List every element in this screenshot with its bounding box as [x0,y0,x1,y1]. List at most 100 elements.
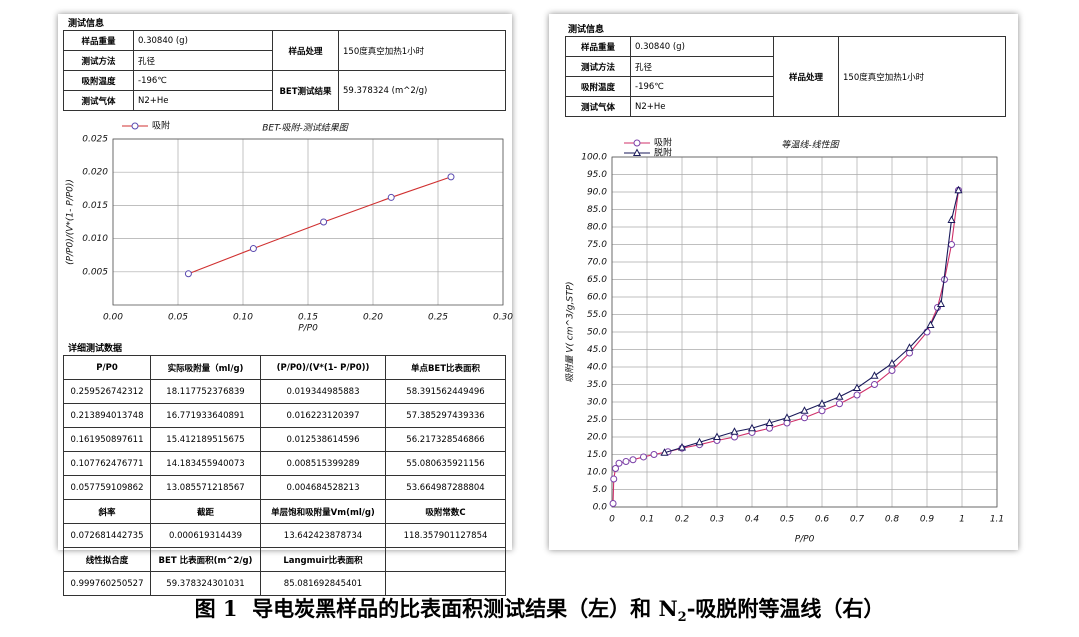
value: -196℃ [630,76,774,97]
chart-title: BET-吸附-测试结果图 [262,123,350,134]
marker [947,215,956,223]
section-title: 详细测试数据 [68,344,123,354]
y-tick-label: 60.0 [587,293,607,303]
label: 吸附温度 [63,70,134,91]
table-row: 0.057759109862 13.085571218567 0.004684528… [63,475,506,500]
table-cell: 14.183455940073 [150,451,261,476]
label: 样品重量 [63,30,134,51]
value: 孔径 [630,56,774,77]
legend-label: 吸附 [152,120,170,132]
y-tick-label: 15.0 [587,450,607,460]
marker [447,173,455,181]
marker [954,185,963,194]
x-tick-label: 0.8 [885,515,900,525]
marker [765,418,774,426]
table-cell: 截距 [150,499,261,524]
table-cell: 13.642423878734 [260,523,386,548]
x-tick-label: 1.1 [990,515,1004,525]
marker [948,241,955,248]
caption: 图 1 导电炭黑样品的比表面积测试结果（左）和 N2-吸脱附等温线（右） [0,593,1079,625]
y-axis-label: (P/P0)/(V*(1- P/P0)) [66,179,76,265]
plot-frame [611,156,998,508]
value: N2+He [133,90,273,111]
table-cell: 56.217328546866 [385,427,506,452]
x-tick-label: 0.7 [850,515,865,525]
table-cell: 58.391562449496 [385,379,506,404]
caption-text: 导电炭黑样品的比表面积测试结果（左）和 N [252,596,678,621]
table-cell: 0.008515399289 [260,451,386,476]
table-cell: 单层饱和吸附量Vm(ml/g) [260,499,386,524]
table-cell: 0.161950897611 [63,427,151,452]
value: 150度真空加热1小时 [838,36,1006,117]
y-tick-label: 5.0 [593,485,608,495]
y-tick-label: 40.0 [587,363,607,373]
marker [871,381,878,388]
x-tick-label: 0.6 [815,515,830,525]
table-cell: 18.117752376839 [150,379,261,404]
table-row: 0.107762476771 14.183455940073 0.008515399… [63,451,506,476]
series-line [188,176,452,275]
y-tick-label: 80.0 [587,223,607,233]
marker [782,413,792,421]
marker [747,423,757,432]
table-cell: 0.213894013748 [63,403,151,428]
marker [936,299,946,307]
table-cell: 0.016223120397 [260,403,386,428]
table-row: 0.259526742312 18.117752376839 0.019344985… [63,379,506,404]
marker [801,414,808,422]
table-cell: 13.085571218567 [150,475,261,500]
x-tick-label: 0.20 [363,313,383,323]
value: 0.30840 (g) [630,36,774,57]
label: 测试气体 [565,96,631,117]
y-tick-label: 0.025 [82,135,108,145]
table-cell: 0.019344985883 [260,379,386,404]
marker [249,245,257,253]
table-cell [385,547,506,572]
marker [609,500,617,507]
y-tick-label: 0.020 [82,168,108,178]
info-table: 样品重量 0.30840 (g) 样品处理 150度真空加热1小时 测试方法 孔径 吸附… [63,30,506,111]
table-cell: 55.080635921156 [385,451,506,476]
x-tick-label: 0.9 [920,515,935,525]
section-title: 测试信息 [568,25,605,35]
section-title: 测试信息 [68,19,105,29]
x-tick-label: 0.05 [168,313,188,323]
table-cell: 59.378324301031 [150,571,261,596]
marker [387,193,395,201]
label: 样品处理 [773,36,839,117]
series-line [664,190,960,454]
y-tick-label: 50.0 [587,328,607,338]
marker [712,432,722,440]
table-cell: 0.057759109862 [63,475,151,500]
table-cell: 0.259526742312 [63,379,151,404]
marker [818,407,826,415]
caption-text: -吸脱附等温线（右） [686,596,885,621]
marker [783,419,791,427]
y-tick-label: 0.005 [82,267,108,277]
marker [906,349,913,357]
marker [640,453,647,461]
table-cell: 0.072681442735 [63,523,151,548]
marker [184,270,192,278]
marker [612,465,619,472]
label: 测试方法 [565,56,631,77]
y-tick-label: 75.0 [587,240,607,250]
y-tick-label: 55.0 [587,310,607,320]
table-cell: 16.771933640891 [150,403,261,428]
legend-marker [633,139,641,147]
y-tick-label: 70.0 [587,258,607,268]
marker [835,392,844,400]
marker [923,328,931,336]
label: 测试气体 [63,90,134,111]
marker [622,458,630,465]
marker [650,451,658,458]
table-cell: 线性拟合度 [63,547,151,572]
x-tick-label: 1 [959,515,965,525]
legend-label: 脱附 [654,147,672,159]
value: 150度真空加热1小时 [338,30,506,71]
legend-marker [131,122,139,130]
x-tick-label: 0.2 [675,515,690,525]
marker [731,433,738,441]
marker [677,442,687,451]
y-tick-label: 35.0 [587,380,607,390]
